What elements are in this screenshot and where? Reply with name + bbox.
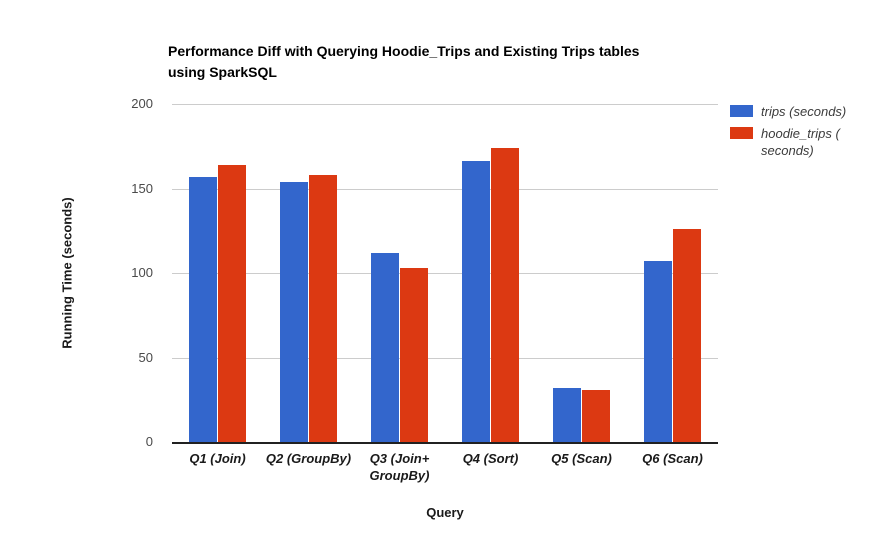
gridline (172, 273, 718, 274)
bar-trips-q4[interactable] (462, 161, 490, 442)
x-axis-tick-label: Q1 (Join) (189, 451, 246, 466)
gridline (172, 357, 718, 359)
bar-trips-q3[interactable] (371, 252, 399, 442)
legend-item-hoodie_trips[interactable]: hoodie_trips ( seconds) (730, 125, 846, 159)
x-axis-line (172, 442, 718, 444)
bar-trips-q1[interactable] (189, 176, 217, 442)
y-axis-tick-label: 150 (131, 180, 153, 196)
bar-trips-q2[interactable] (280, 181, 308, 442)
bar-hoodie_trips-q3[interactable] (400, 267, 428, 442)
x-axis-title: Query (426, 505, 464, 520)
legend-swatch (730, 105, 753, 117)
x-axis-tick-label: Q5 (Scan) (551, 451, 612, 466)
x-axis-tick-label: Q2 (GroupBy) (265, 451, 352, 466)
chart-title: Performance Diff with Querying Hoodie_Tr… (168, 43, 640, 80)
legend-swatch (730, 127, 753, 139)
bar-hoodie_trips-q1[interactable] (218, 164, 246, 442)
bar-hoodie_trips-q2[interactable] (309, 174, 337, 442)
gridline (172, 188, 718, 190)
y-axis-tick-label: 50 (138, 349, 153, 365)
bar-hoodie_trips-q6[interactable] (673, 229, 701, 442)
x-axis-tick-labels: Q1 (Join) Q2 (GroupBy) Q3 (Join+ GroupBy) Q… (172, 450, 718, 492)
legend-label: hoodie_trips ( seconds) (761, 126, 840, 158)
legend: trips (seconds) hoodie_trips ( seconds) (730, 103, 846, 159)
x-axis-tick-label: Q3 (Join+ GroupBy) (369, 451, 430, 483)
x-axis-tick-label: Q6 (Scan) (642, 451, 703, 466)
bar-trips-q5[interactable] (553, 387, 581, 442)
bar-hoodie_trips-q5[interactable] (582, 389, 610, 442)
gridline (172, 104, 718, 105)
x-axis-tick-label: Q4 (Sort) (462, 451, 519, 466)
bar-hoodie_trips-q4[interactable] (491, 147, 519, 442)
plot-area (172, 104, 718, 444)
bar-trips-q6[interactable] (644, 261, 672, 442)
y-axis-tick-label: 100 (131, 265, 153, 280)
y-axis-title: Running Time (seconds) (59, 197, 75, 349)
legend-label: trips (seconds) (761, 104, 847, 119)
legend-item-trips[interactable]: trips (seconds) (730, 103, 846, 120)
y-axis-tick-label: 200 (131, 96, 153, 111)
y-axis-tick-label: 0 (145, 434, 153, 449)
